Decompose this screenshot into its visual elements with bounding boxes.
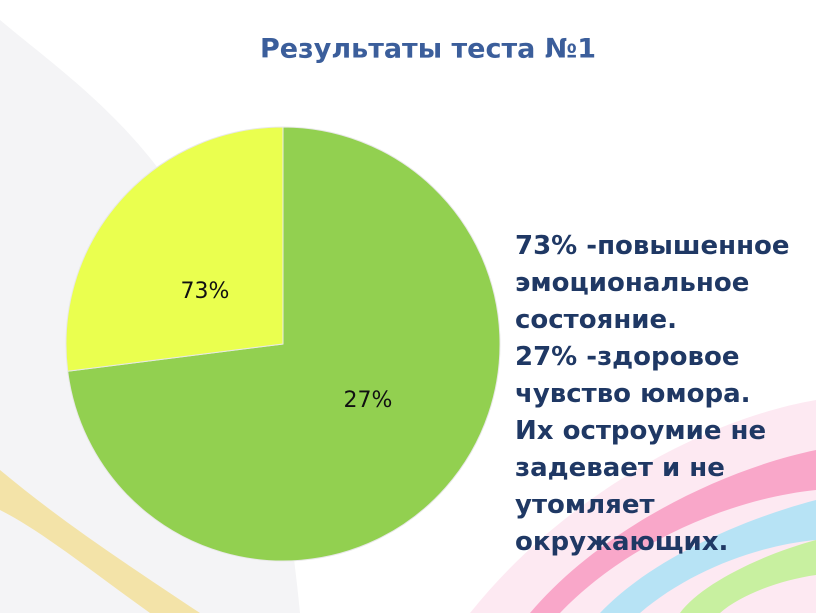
decor bbox=[680, 540, 816, 613]
pie: 73% 27% bbox=[65, 126, 501, 562]
pie-slice bbox=[65, 126, 284, 372]
decor bbox=[600, 500, 816, 613]
description-line: Их остроумие не задевает и не утомляет о… bbox=[515, 416, 767, 557]
description: 73% -повышенное эмоциональное состояние.… bbox=[515, 228, 810, 561]
description-line: 27% -здоровое чувство юмора. bbox=[515, 342, 751, 409]
slice-annotation: 27% bbox=[344, 388, 393, 413]
chart-title: Результаты теста №1 bbox=[260, 34, 596, 65]
decor bbox=[530, 450, 816, 613]
pie-slice bbox=[67, 126, 501, 562]
slice-annotation: 73% bbox=[181, 279, 230, 304]
description-line: 73% -повышенное эмоциональное состояние. bbox=[515, 231, 790, 335]
